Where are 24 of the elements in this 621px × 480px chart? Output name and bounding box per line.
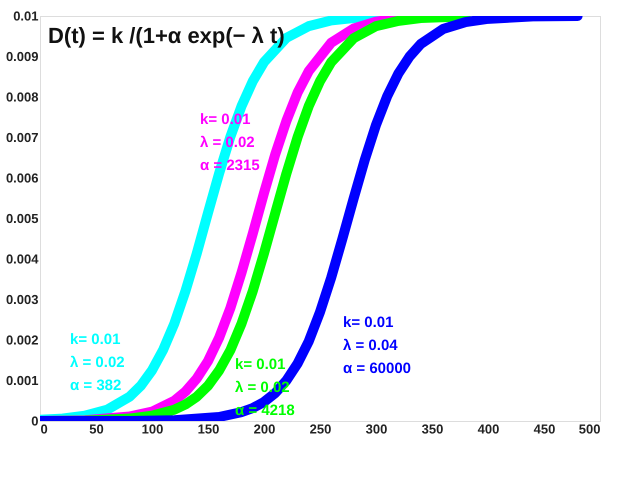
x-tick-label: 0 xyxy=(40,422,48,436)
x-tick-label: 400 xyxy=(478,422,500,436)
y-tick-label: 0.006 xyxy=(6,170,38,186)
y-tick-label: 0.003 xyxy=(6,292,38,307)
y-tick-label: 0.007 xyxy=(6,130,38,145)
x-tick-label: 500 xyxy=(578,422,600,436)
y-tick-label: 0.005 xyxy=(6,211,38,226)
y-tick-label: 0.001 xyxy=(6,373,38,388)
y-tick-label: 0.01 xyxy=(13,8,38,24)
y-tick-label: 0.004 xyxy=(6,252,40,266)
annotation: k= 0.01 λ = 0.02 α = 382 xyxy=(70,331,125,394)
x-tick-label: 100 xyxy=(142,422,164,436)
y-tick-label: 0.002 xyxy=(6,332,38,348)
x-tick-label: 50 xyxy=(89,422,104,436)
x-tick-label: 450 xyxy=(534,422,556,436)
x-tick-label: 200 xyxy=(254,422,276,436)
chart-title: D(t) = k /(1+α exp(− λ t) xyxy=(48,23,285,48)
x-tick-label: 350 xyxy=(422,422,444,436)
y-tick-label: 0.008 xyxy=(6,90,38,104)
x-tick-label: 250 xyxy=(310,422,332,436)
y-tick-label: 0.009 xyxy=(6,49,38,64)
annotation: k= 0.01 λ = 0.04 α = 60000 xyxy=(343,314,412,377)
x-tick-label: 300 xyxy=(366,422,388,436)
x-tick-label: 150 xyxy=(198,422,220,436)
